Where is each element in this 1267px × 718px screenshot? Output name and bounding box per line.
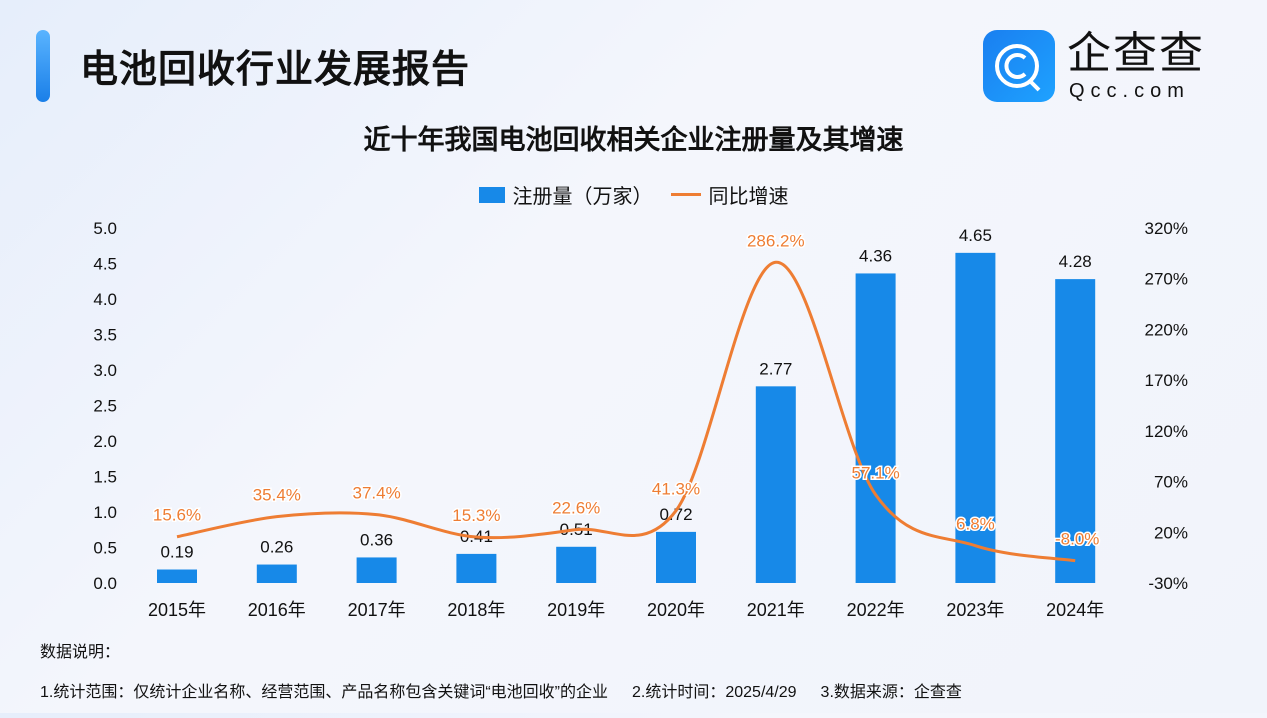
legend-line: 同比增速 — [670, 180, 789, 209]
y-left-tick: 1.0 — [93, 503, 117, 522]
growth-label: 286.2% — [747, 231, 805, 250]
y-right-tick: 320% — [1145, 219, 1188, 238]
growth-label: 57.1% — [851, 464, 899, 483]
qcc-logo: 企查查 Qcc.com — [983, 30, 1223, 102]
y-left-tick: 0.0 — [93, 574, 117, 593]
logo-text: 企查查 — [1067, 29, 1205, 78]
bar — [556, 546, 597, 583]
y-left-tick: 5.0 — [93, 219, 117, 238]
note-1: 1.统计范围：仅统计企业名称、经营范围、产品名称包含关键词“电池回收”的企业 — [40, 684, 609, 701]
x-tick: 2021年 — [747, 600, 805, 620]
y-left-tick: 1.5 — [93, 468, 117, 487]
y-right-tick: 120% — [1145, 422, 1188, 441]
growth-label: -8.0% — [1055, 530, 1099, 549]
y-right-tick: 220% — [1145, 320, 1188, 339]
y-left-tick: 3.5 — [93, 326, 117, 345]
y-right-tick: 20% — [1154, 523, 1188, 542]
bar-label: 0.36 — [360, 530, 393, 549]
bar — [356, 557, 397, 583]
notes-heading: 数据说明： — [40, 644, 121, 661]
x-tick: 2015年 — [148, 600, 206, 620]
data-notes: 数据说明： 1.统计范围：仅统计企业名称、经营范围、产品名称包含关键词“电池回收… — [40, 638, 986, 718]
page-title: 电池回收行业发展报告 — [80, 49, 471, 91]
x-tick: 2024年 — [1046, 600, 1104, 620]
bar — [1055, 279, 1096, 583]
bar — [855, 273, 896, 583]
y-left-tick: 2.0 — [93, 432, 117, 451]
chart-title: 近十年我国电池回收相关企业注册量及其增速 — [363, 125, 904, 155]
y-left-tick: 0.5 — [93, 539, 117, 558]
bar-label: 4.36 — [859, 246, 892, 265]
y-left-tick: 3.0 — [93, 361, 117, 380]
y-left-tick: 4.5 — [93, 255, 117, 274]
growth-label: 6.8% — [956, 515, 995, 534]
bar-label: 4.28 — [1059, 252, 1092, 271]
legend-bar-swatch — [478, 186, 505, 203]
y-left-tick: 2.5 — [93, 397, 117, 416]
bar — [955, 252, 996, 583]
x-tick: 2018年 — [447, 600, 505, 620]
bar — [456, 553, 497, 583]
legend-line-swatch — [670, 193, 701, 196]
bar-label: 0.26 — [260, 538, 293, 557]
growth-label: 22.6% — [552, 499, 600, 518]
x-tick: 2022年 — [847, 600, 905, 620]
bar — [755, 386, 796, 583]
x-tick: 2016年 — [248, 600, 306, 620]
bar-label: 4.65 — [959, 226, 992, 245]
y-right-tick: 270% — [1145, 270, 1188, 289]
growth-label: 35.4% — [253, 486, 301, 505]
bar — [656, 531, 696, 583]
bar-label: 2.77 — [759, 359, 792, 378]
bar-label: 0.19 — [160, 543, 193, 562]
x-tick: 2020年 — [647, 600, 705, 620]
bar — [256, 564, 297, 583]
x-tick: 2023年 — [946, 600, 1004, 620]
logo-domain: Qcc.com — [1069, 80, 1190, 102]
legend-bar: 注册量（万家） — [478, 180, 653, 209]
qcc-logo-icon — [983, 30, 1055, 102]
note-3: 3.数据来源：企查查 — [820, 684, 962, 701]
y-right-tick: 170% — [1145, 371, 1188, 390]
x-tick: 2017年 — [348, 600, 406, 620]
y-right-tick: 70% — [1154, 473, 1188, 492]
y-right-tick: -30% — [1148, 574, 1188, 593]
growth-label: 15.6% — [153, 506, 201, 525]
growth-label: 15.3% — [452, 506, 500, 525]
legend: 注册量（万家） 同比增速 — [0, 180, 1267, 209]
growth-line — [176, 260, 1076, 563]
note-2: 2.统计时间：2025/4/29 — [632, 684, 797, 701]
legend-bar-label: 注册量（万家） — [512, 186, 653, 208]
bar — [157, 569, 197, 583]
growth-label: 41.3% — [652, 480, 700, 499]
y-left-tick: 4.0 — [93, 290, 117, 309]
x-tick: 2019年 — [547, 600, 605, 620]
growth-label: 37.4% — [352, 484, 400, 503]
legend-line-label: 同比增速 — [708, 186, 789, 208]
title-accent-bar — [36, 30, 50, 102]
bar-label: 0.72 — [659, 505, 692, 524]
